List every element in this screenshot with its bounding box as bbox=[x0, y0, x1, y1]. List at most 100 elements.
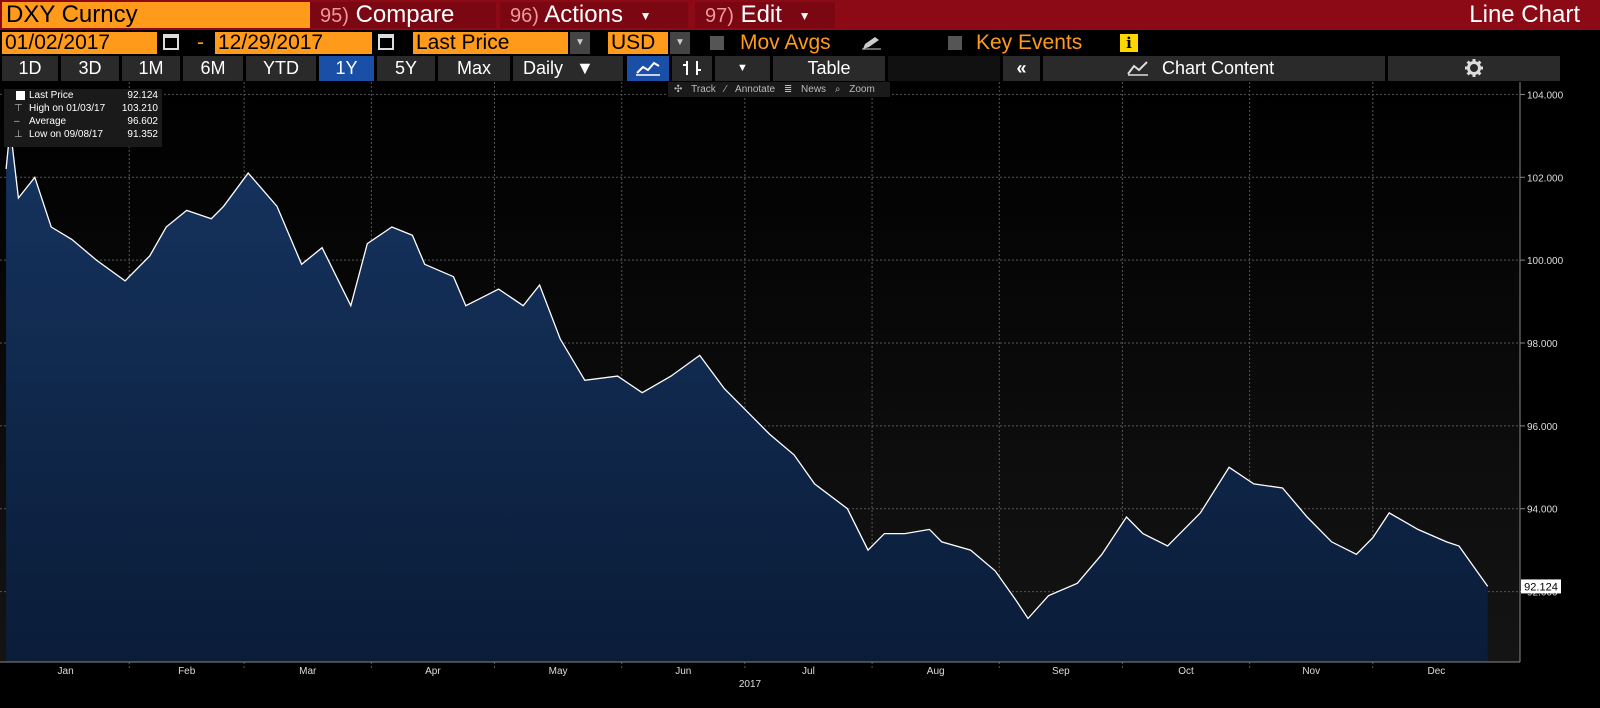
actions-number: 96) bbox=[510, 5, 539, 27]
news-tool[interactable]: ≣ News bbox=[783, 84, 827, 95]
period-6m-button[interactable]: 6M bbox=[183, 56, 243, 81]
x-axis-year-label: 2017 bbox=[739, 679, 762, 690]
low-marker-icon: ⊥ bbox=[14, 129, 23, 140]
ticker-field[interactable]: DXY Curncy bbox=[2, 2, 312, 28]
chart-tools: ✣ Track ⁄ Annotate ≣ News ⌕ Zoom bbox=[668, 82, 890, 97]
last-price-tag-text: 92.124 bbox=[1524, 581, 1558, 593]
end-calendar-icon[interactable] bbox=[378, 34, 394, 50]
period-1d-button[interactable]: 1D bbox=[2, 56, 58, 81]
annotate-tool[interactable]: ⁄ Annotate bbox=[724, 84, 776, 95]
track-tool[interactable]: ✣ Track bbox=[674, 84, 716, 95]
price-chart[interactable]: 104.000 102.000 100.000 98.000 96.000 94.000 9… bbox=[0, 82, 1600, 703]
period-max-button[interactable]: Max bbox=[438, 56, 510, 81]
x-tick-label: Nov bbox=[1302, 666, 1320, 677]
x-tick-label: Jun bbox=[675, 666, 691, 677]
legend-label: Low on 09/08/17 bbox=[29, 129, 103, 140]
legend-value: 96.602 bbox=[127, 116, 158, 127]
compare-label: Compare bbox=[355, 1, 455, 28]
x-tick-label: May bbox=[549, 666, 568, 677]
y-tick-label: 98.000 bbox=[1527, 339, 1558, 350]
edit-button[interactable]: 97) Edit ▼ bbox=[695, 2, 835, 28]
start-calendar-icon[interactable] bbox=[163, 34, 179, 50]
period-1y-button[interactable]: 1Y bbox=[319, 56, 374, 81]
currency-select[interactable]: USD bbox=[608, 32, 668, 54]
currency-dropdown-icon[interactable]: ▼ bbox=[670, 32, 690, 54]
end-date-field[interactable]: 12/29/2017 bbox=[215, 32, 372, 54]
period-5y-button[interactable]: 5Y bbox=[377, 56, 435, 81]
mov-avgs-checkbox[interactable] bbox=[710, 36, 724, 50]
pencil-icon[interactable] bbox=[860, 36, 882, 50]
edit-caret-icon: ▼ bbox=[798, 8, 811, 23]
price-field-dropdown-icon[interactable]: ▼ bbox=[570, 32, 590, 54]
actions-button[interactable]: 96) Actions ▼ bbox=[500, 2, 688, 28]
last-price-tag: 92.124 bbox=[1521, 579, 1561, 594]
legend-row-last-price: Last Price 92.124 bbox=[4, 89, 162, 102]
compare-button[interactable]: 95) Compare bbox=[310, 2, 496, 28]
frequency-select[interactable]: Daily ▼ bbox=[513, 56, 623, 81]
x-tick-label: Feb bbox=[178, 666, 196, 677]
chart-legend: Last Price 92.124 ⊤ High on 01/03/17 103… bbox=[4, 89, 162, 147]
news-label: News bbox=[801, 84, 827, 95]
legend-row-high: ⊤ High on 01/03/17 103.210 bbox=[4, 102, 162, 115]
chart-content-button[interactable]: Chart Content bbox=[1043, 56, 1385, 81]
x-tick-label: Mar bbox=[299, 666, 317, 677]
candlestick-icon[interactable] bbox=[672, 56, 712, 81]
actions-caret-icon: ▼ bbox=[639, 8, 652, 23]
y-tick-label: 100.000 bbox=[1527, 256, 1564, 267]
chart-area[interactable]: 104.000 102.000 100.000 98.000 96.000 94.000 9… bbox=[0, 82, 1600, 703]
table-button[interactable]: Table bbox=[773, 56, 885, 81]
legend-label: Average bbox=[29, 116, 67, 127]
period-1m-button[interactable]: 1M bbox=[122, 56, 180, 81]
chart-style-dropdown-icon[interactable]: ▼ bbox=[715, 56, 770, 81]
legend-value: 103.210 bbox=[121, 103, 158, 114]
legend-label: Last Price bbox=[29, 90, 74, 101]
zoom-tool[interactable]: ⌕ Zoom bbox=[834, 84, 875, 95]
collapse-icon[interactable]: « bbox=[1003, 56, 1040, 81]
legend-label: High on 01/03/17 bbox=[29, 103, 106, 114]
date-range-dash: - bbox=[197, 31, 204, 54]
x-tick-label: Dec bbox=[1427, 666, 1445, 677]
actions-label: Actions bbox=[544, 1, 623, 28]
y-tick-label: 94.000 bbox=[1527, 505, 1558, 516]
x-tick-label: Apr bbox=[425, 666, 441, 677]
price-field-select[interactable]: Last Price bbox=[413, 32, 568, 54]
y-tick-label: 102.000 bbox=[1527, 173, 1564, 184]
toolbar-spacer bbox=[888, 56, 1000, 81]
mov-avgs-label: Mov Avgs bbox=[740, 31, 831, 54]
period-ytd-button[interactable]: YTD bbox=[246, 56, 316, 81]
x-tick-label: Jul bbox=[802, 666, 815, 677]
last-price-swatch bbox=[16, 91, 25, 100]
frequency-label: Daily bbox=[523, 58, 564, 78]
edit-number: 97) bbox=[705, 5, 734, 27]
edit-label: Edit bbox=[740, 1, 782, 28]
legend-value: 92.124 bbox=[127, 90, 158, 101]
compare-number: 95) bbox=[320, 5, 349, 27]
period-3d-button[interactable]: 3D bbox=[61, 56, 119, 81]
legend-value: 91.352 bbox=[127, 129, 158, 140]
y-tick-label: 104.000 bbox=[1527, 90, 1564, 101]
annotate-label: Annotate bbox=[735, 84, 776, 95]
legend-row-average: – Average 96.602 bbox=[4, 115, 162, 128]
legend-row-low: ⊥ Low on 09/08/17 91.352 bbox=[4, 128, 162, 141]
high-marker-icon: ⊤ bbox=[14, 103, 23, 114]
title-bar: DXY Curncy 95) Compare 96) Actions ▼ 97)… bbox=[0, 0, 1600, 30]
zoom-label: Zoom bbox=[849, 84, 875, 95]
key-events-label: Key Events bbox=[976, 31, 1083, 54]
x-tick-label: Jan bbox=[58, 666, 74, 677]
frequency-caret-icon: ▼ bbox=[576, 58, 594, 78]
average-marker-icon: – bbox=[14, 116, 20, 127]
price-line bbox=[5, 127, 1489, 620]
track-label: Track bbox=[691, 84, 716, 95]
x-tick-label: Oct bbox=[1178, 666, 1194, 677]
x-tick-label: Sep bbox=[1052, 666, 1070, 677]
gear-icon[interactable] bbox=[1388, 56, 1560, 81]
info-icon[interactable]: i bbox=[1120, 34, 1138, 52]
x-tick-label: Aug bbox=[927, 666, 945, 677]
chart-type-label: Line Chart bbox=[1469, 1, 1580, 28]
chart-content-label: Chart Content bbox=[1162, 58, 1275, 78]
chart-content-icon bbox=[1127, 61, 1148, 76]
period-toolbar: 1D 3D 1M 6M YTD 1Y 5Y Max Daily ▼ ▼ Tabl… bbox=[0, 56, 1600, 81]
key-events-checkbox[interactable] bbox=[948, 36, 962, 50]
start-date-field[interactable]: 01/02/2017 bbox=[2, 32, 157, 54]
line-chart-icon[interactable] bbox=[627, 56, 669, 81]
